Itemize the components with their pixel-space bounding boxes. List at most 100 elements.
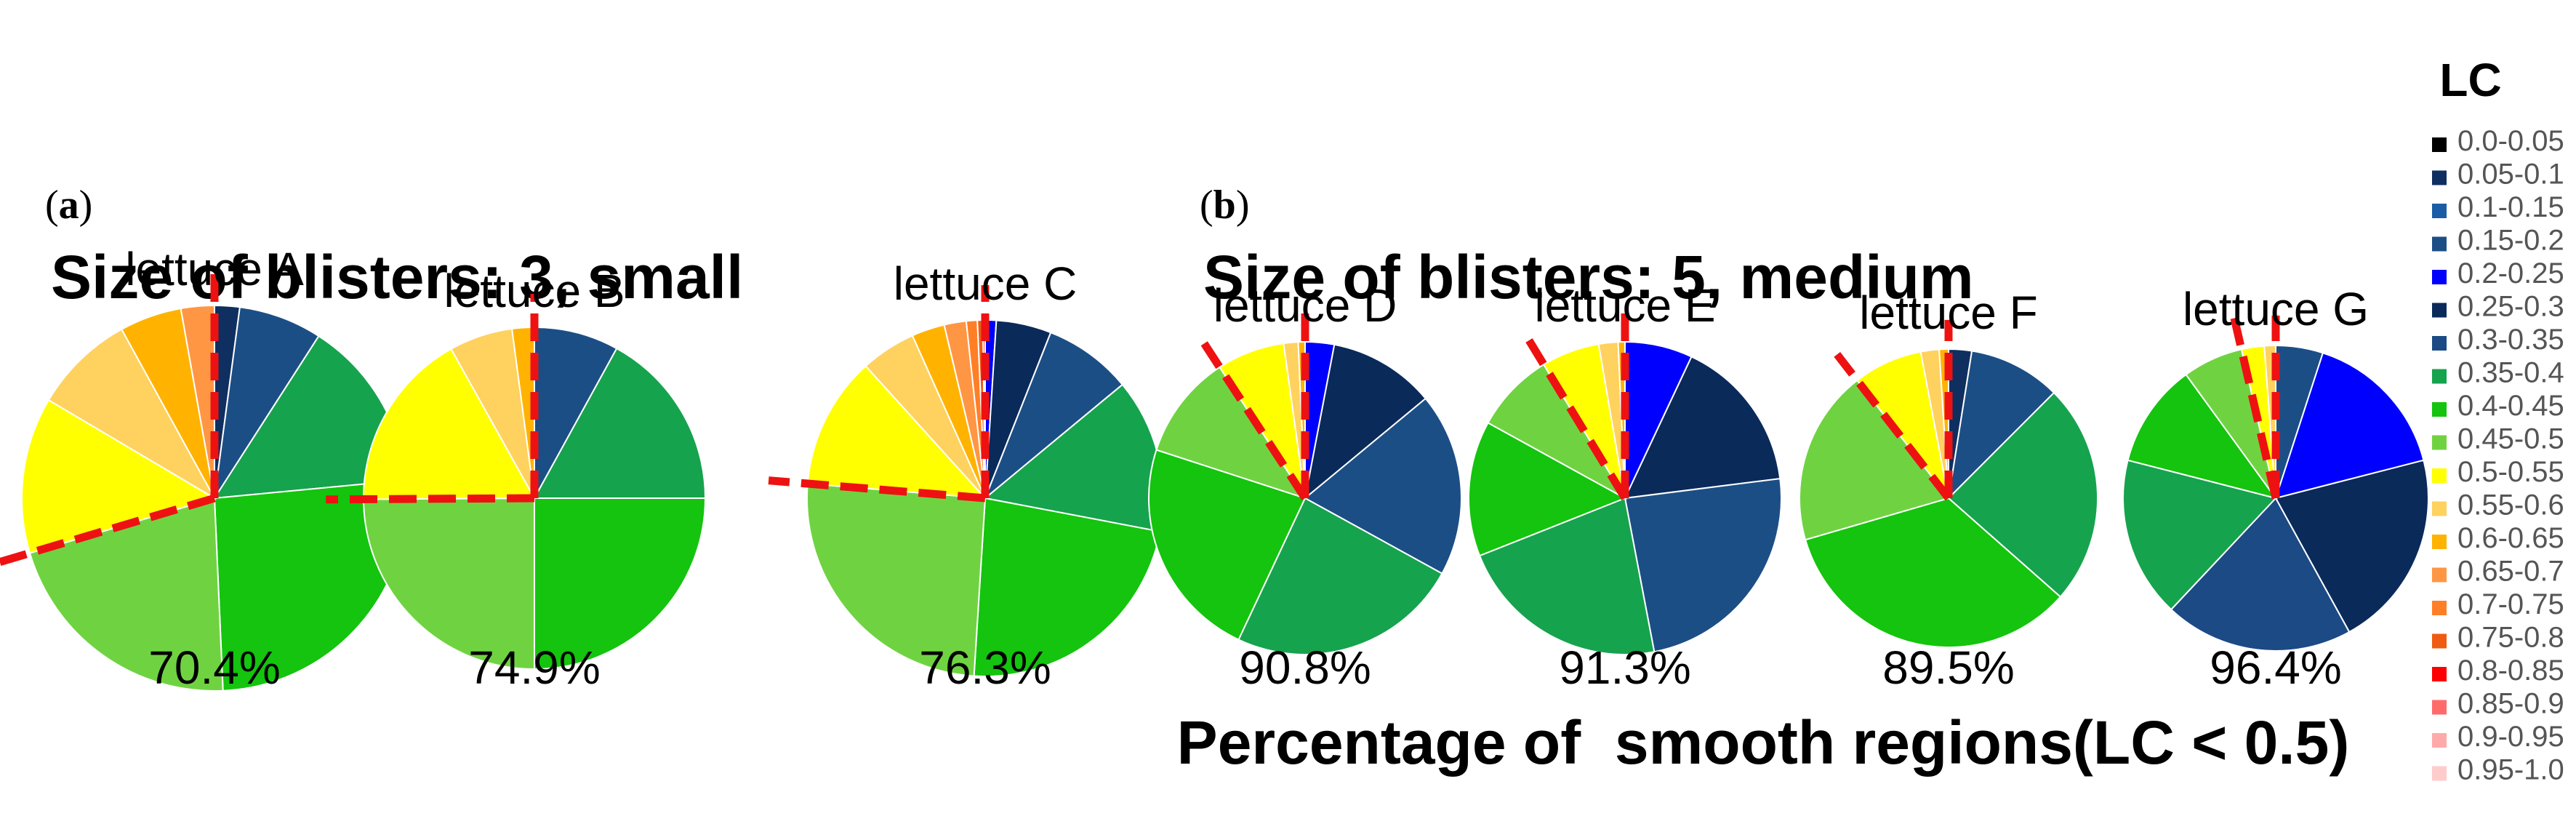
pie-slice bbox=[1798, 379, 1950, 541]
legend-swatch bbox=[2432, 170, 2447, 185]
legend-swatch bbox=[2432, 435, 2447, 450]
pie-slice bbox=[1947, 350, 2055, 500]
legend-label: 0.1-0.15 bbox=[2457, 191, 2564, 223]
pie-slice bbox=[1237, 497, 1443, 655]
legend-swatch bbox=[2432, 236, 2447, 252]
legend-swatch bbox=[2432, 535, 2447, 549]
legend-swatch bbox=[2432, 336, 2447, 351]
legend-title: LC bbox=[2439, 54, 2501, 106]
legend-swatch bbox=[2432, 303, 2447, 318]
legend-label: 0.5-0.55 bbox=[2457, 456, 2564, 488]
percentage-label: 96.4% bbox=[2210, 641, 2341, 694]
legend-swatch bbox=[2432, 204, 2447, 218]
pie-title: lettuce C bbox=[894, 257, 1078, 310]
boundary-line-smooth bbox=[2230, 316, 2280, 500]
legend-label: 0.0-0.05 bbox=[2457, 125, 2564, 157]
legend-swatch bbox=[2432, 567, 2447, 583]
pie-slice bbox=[47, 328, 217, 500]
boundary-line-smooth bbox=[1522, 333, 1629, 500]
pie-slice bbox=[362, 348, 536, 500]
pie-slice bbox=[1624, 477, 1782, 653]
pie-slice bbox=[1148, 449, 1307, 641]
pie-slice bbox=[1624, 356, 1781, 500]
pie-slice bbox=[2127, 373, 2278, 500]
legend-label: 0.75-0.8 bbox=[2457, 622, 2564, 654]
legend-label: 0.15-0.2 bbox=[2457, 225, 2564, 257]
pie-slice bbox=[2170, 497, 2351, 652]
legend-swatch bbox=[2432, 733, 2447, 748]
legend-swatch bbox=[2432, 369, 2447, 384]
percentage-label: 90.8% bbox=[1239, 641, 1371, 694]
pie-slice bbox=[1468, 422, 1627, 557]
legend-label: 0.6-0.65 bbox=[2457, 522, 2564, 554]
legend-label: 0.25-0.3 bbox=[2457, 291, 2564, 323]
pie-slice bbox=[28, 497, 224, 692]
pie-title: lettuce A bbox=[125, 243, 304, 295]
pie-slice bbox=[21, 399, 217, 554]
pie-slice bbox=[1804, 497, 2062, 649]
pie-slice bbox=[1487, 363, 1627, 500]
legend-label: 0.05-0.1 bbox=[2457, 159, 2564, 191]
legend-swatch bbox=[2432, 601, 2447, 615]
pie-slice bbox=[1617, 340, 1626, 499]
panel-b-heading: Size of blisters: 5, medium bbox=[1203, 243, 1974, 311]
legend-swatch bbox=[2432, 137, 2447, 152]
legend-swatch bbox=[2432, 766, 2447, 781]
pie-slice bbox=[984, 331, 1124, 499]
pie-slice bbox=[1938, 348, 1949, 499]
legend-label: 0.65-0.7 bbox=[2457, 556, 2564, 588]
pie-slice bbox=[534, 497, 707, 671]
pie-slice bbox=[1947, 391, 2098, 599]
legend-label: 0.85-0.9 bbox=[2457, 688, 2564, 720]
legend-label: 0.8-0.85 bbox=[2457, 655, 2564, 687]
legend-swatch bbox=[2432, 270, 2447, 284]
pie-slice bbox=[533, 347, 707, 499]
legend-swatch bbox=[2432, 501, 2447, 516]
legend-swatch bbox=[2432, 700, 2447, 715]
legend-label: 0.2-0.25 bbox=[2457, 257, 2564, 289]
legend-label: 0.4-0.45 bbox=[2457, 390, 2564, 422]
pie-slice bbox=[1304, 397, 1462, 575]
legend-label: 0.3-0.35 bbox=[2457, 324, 2564, 356]
legend-swatch bbox=[2432, 633, 2447, 649]
percentage-label: 76.3% bbox=[919, 641, 1051, 694]
panel-label-a: (a) bbox=[45, 183, 92, 228]
boundary-line-smooth bbox=[326, 494, 535, 504]
pie-slice bbox=[1478, 497, 1656, 655]
pie-slice bbox=[1155, 366, 1307, 500]
pie-title: lettuce G bbox=[2183, 283, 2369, 335]
panel-label-b: (b) bbox=[1200, 183, 1249, 228]
legend-items: 0.0-0.050.05-0.10.1-0.150.15-0.20.2-0.25… bbox=[2432, 125, 2564, 786]
pie-slice bbox=[2122, 459, 2277, 611]
pie-slice bbox=[2274, 352, 2425, 500]
legend-label: 0.45-0.5 bbox=[2457, 423, 2564, 455]
pie-slice bbox=[1304, 343, 1427, 500]
pie-title: lettuce B bbox=[444, 265, 625, 317]
legend-swatch bbox=[2432, 468, 2447, 483]
pie-slice bbox=[1297, 340, 1306, 499]
pie-slice bbox=[214, 306, 320, 499]
legend-label: 0.7-0.75 bbox=[2457, 588, 2564, 620]
legend-label: 0.55-0.6 bbox=[2457, 489, 2564, 521]
pie-slice bbox=[2263, 344, 2276, 499]
legend-label: 0.9-0.95 bbox=[2457, 721, 2564, 753]
percentage-label: 89.5% bbox=[1882, 641, 2014, 694]
pie-title: lettuce E bbox=[1534, 279, 1715, 332]
legend-label: 0.35-0.4 bbox=[2457, 357, 2564, 389]
pie-charts: lettuce A 70.4% lettuce B 74.9% lettuce C 76.… bbox=[0, 243, 2429, 694]
boundary-line-smooth bbox=[768, 476, 986, 503]
legend-swatch bbox=[2432, 667, 2447, 681]
pie-slice bbox=[362, 497, 535, 671]
pie-slice bbox=[2274, 459, 2429, 633]
footer-title: Percentage of smooth regions(LC < 0.5) bbox=[1177, 708, 2350, 777]
boundary-line-smooth bbox=[1197, 336, 1309, 501]
panel-a-heading: Size of blisters: 3, small bbox=[51, 243, 743, 311]
legend-swatch bbox=[2432, 402, 2447, 417]
pie-title: lettuce F bbox=[1859, 287, 2037, 339]
percentage-label: 70.4% bbox=[148, 641, 280, 694]
pie-slice bbox=[973, 497, 1161, 677]
legend: LC 0.0-0.050.05-0.10.1-0.150.15-0.20.2-0… bbox=[2432, 54, 2564, 786]
pie-slice bbox=[180, 304, 215, 499]
pie-slice bbox=[806, 364, 987, 500]
